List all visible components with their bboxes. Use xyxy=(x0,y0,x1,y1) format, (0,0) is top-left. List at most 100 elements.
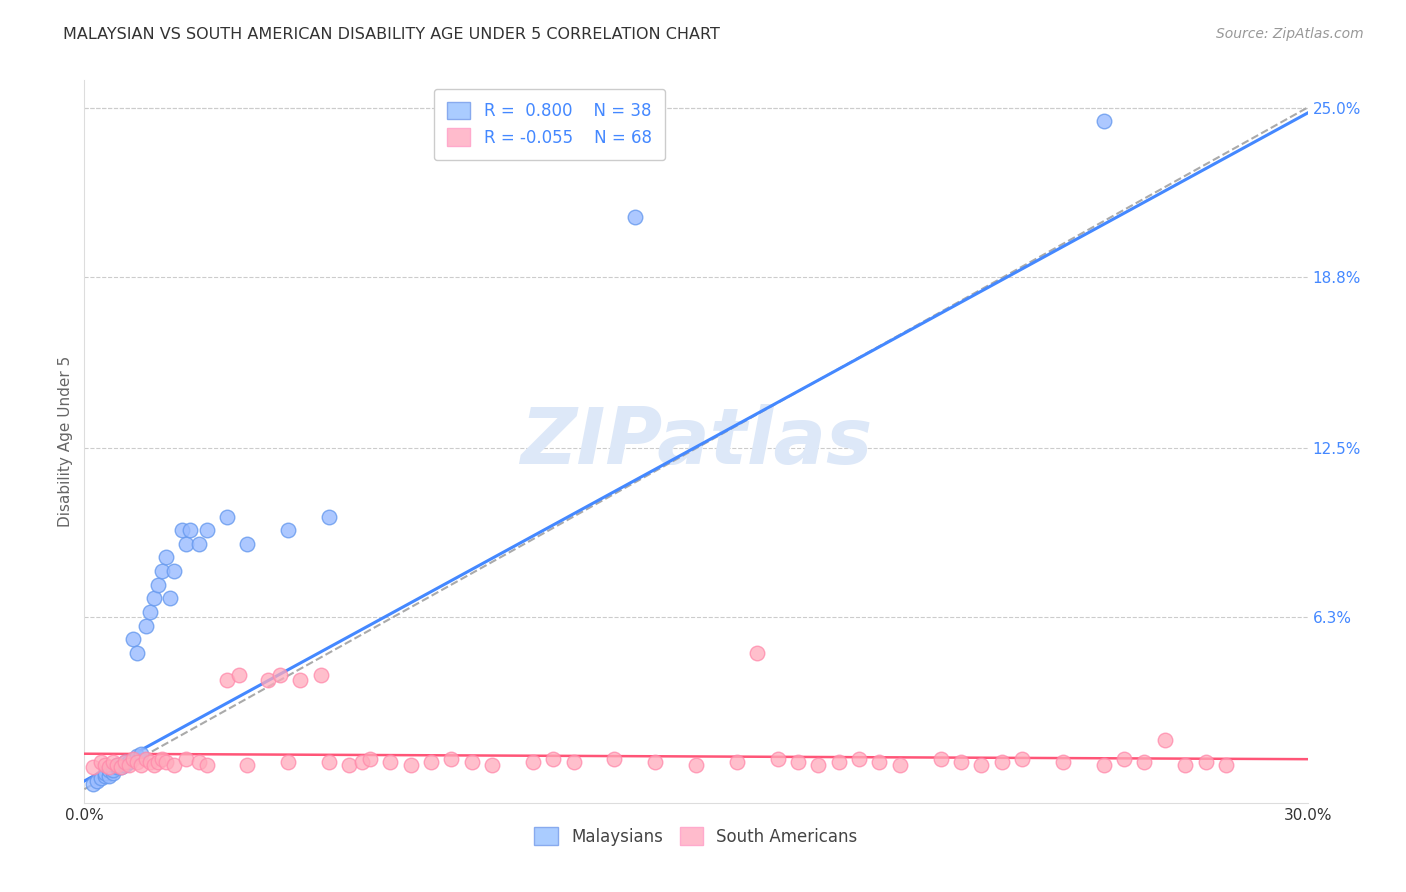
Point xyxy=(150,752,173,766)
Point xyxy=(93,757,115,772)
Point xyxy=(122,752,145,766)
Y-axis label: Disability Age Under 5: Disability Age Under 5 xyxy=(58,356,73,527)
Point xyxy=(179,523,201,537)
Point xyxy=(90,771,112,785)
Point xyxy=(97,760,120,774)
Point xyxy=(101,763,124,777)
Point xyxy=(135,752,157,766)
Point xyxy=(1011,752,1033,766)
Point xyxy=(522,755,544,769)
Point xyxy=(624,210,647,224)
Point xyxy=(101,765,124,780)
Point xyxy=(155,755,177,769)
Point xyxy=(105,757,128,772)
Point xyxy=(828,755,851,769)
Point xyxy=(127,646,149,660)
Point xyxy=(187,755,209,769)
Point xyxy=(644,755,666,769)
Point xyxy=(93,768,115,782)
Point xyxy=(318,755,340,769)
Point xyxy=(848,752,870,766)
Point xyxy=(929,752,952,766)
Point xyxy=(1052,755,1074,769)
Point xyxy=(747,646,769,660)
Point xyxy=(110,760,132,774)
Point xyxy=(146,577,169,591)
Point xyxy=(228,667,250,681)
Point xyxy=(114,755,136,769)
Point xyxy=(461,755,484,769)
Point xyxy=(217,509,239,524)
Point xyxy=(138,605,160,619)
Point xyxy=(118,757,141,772)
Point xyxy=(766,752,789,766)
Point xyxy=(1215,757,1237,772)
Point xyxy=(86,774,108,789)
Point xyxy=(110,760,132,774)
Point xyxy=(217,673,239,687)
Point xyxy=(257,673,280,687)
Point xyxy=(118,755,141,769)
Point xyxy=(420,755,443,769)
Point xyxy=(399,757,422,772)
Point xyxy=(114,757,136,772)
Point xyxy=(889,757,911,772)
Point xyxy=(236,757,259,772)
Point xyxy=(122,632,145,647)
Point xyxy=(155,550,177,565)
Point xyxy=(82,777,104,791)
Point xyxy=(359,752,381,766)
Point xyxy=(350,755,373,769)
Point xyxy=(290,673,312,687)
Text: MALAYSIAN VS SOUTH AMERICAN DISABILITY AGE UNDER 5 CORRELATION CHART: MALAYSIAN VS SOUTH AMERICAN DISABILITY A… xyxy=(63,27,720,42)
Point xyxy=(195,523,218,537)
Point xyxy=(787,755,810,769)
Point xyxy=(172,523,194,537)
Point xyxy=(685,757,707,772)
Point xyxy=(277,523,299,537)
Point xyxy=(269,667,291,681)
Point xyxy=(1154,733,1177,747)
Point xyxy=(82,760,104,774)
Point xyxy=(1114,752,1136,766)
Point xyxy=(138,755,160,769)
Point xyxy=(127,749,149,764)
Point xyxy=(603,752,626,766)
Point xyxy=(440,752,463,766)
Point xyxy=(1195,755,1218,769)
Legend: Malaysians, South Americans: Malaysians, South Americans xyxy=(527,821,865,852)
Point xyxy=(174,537,197,551)
Point xyxy=(131,757,153,772)
Point xyxy=(339,757,361,772)
Point xyxy=(101,755,124,769)
Point xyxy=(562,755,585,769)
Point xyxy=(131,747,153,761)
Point xyxy=(1092,114,1115,128)
Point xyxy=(318,509,340,524)
Point xyxy=(163,564,186,578)
Point xyxy=(725,755,748,769)
Point xyxy=(187,537,209,551)
Text: ZIPatlas: ZIPatlas xyxy=(520,403,872,480)
Point xyxy=(150,564,173,578)
Point xyxy=(991,755,1014,769)
Point xyxy=(135,618,157,632)
Point xyxy=(114,755,136,769)
Point xyxy=(90,755,112,769)
Text: Source: ZipAtlas.com: Source: ZipAtlas.com xyxy=(1216,27,1364,41)
Point xyxy=(380,755,402,769)
Point xyxy=(309,667,332,681)
Point xyxy=(163,757,186,772)
Point xyxy=(481,757,503,772)
Point xyxy=(127,755,149,769)
Point xyxy=(195,757,218,772)
Point xyxy=(1174,757,1197,772)
Point xyxy=(543,752,565,766)
Point xyxy=(807,757,830,772)
Point xyxy=(97,768,120,782)
Point xyxy=(105,760,128,774)
Point xyxy=(97,763,120,777)
Point xyxy=(1133,755,1156,769)
Point xyxy=(93,765,115,780)
Point xyxy=(142,591,165,606)
